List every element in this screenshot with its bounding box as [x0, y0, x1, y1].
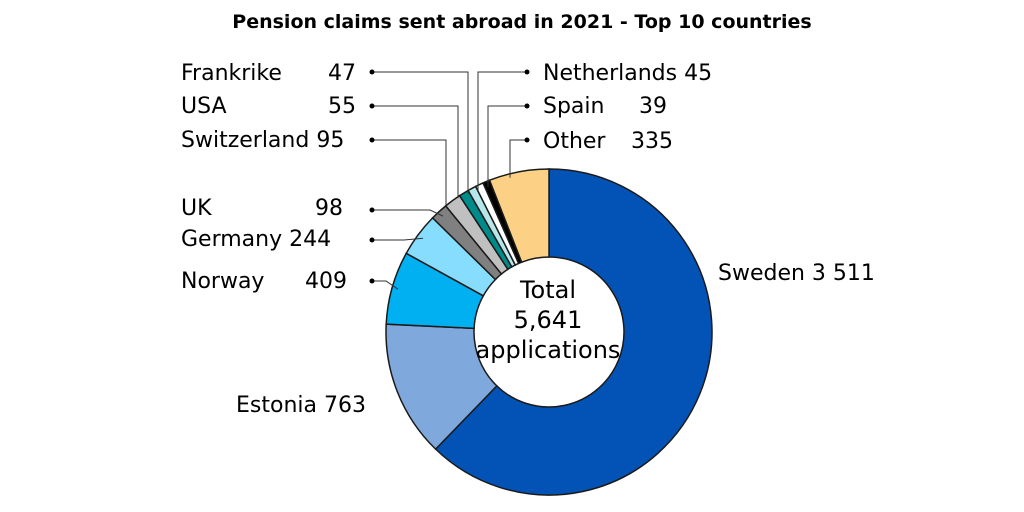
leader-dot-other — [524, 137, 530, 143]
leader-dot-switzerland — [369, 137, 375, 143]
label-usa-name: USA — [181, 94, 227, 119]
slice-other — [488, 168, 550, 264]
leader-dot-netherlands — [524, 69, 530, 75]
label-other-value: 335 — [631, 129, 673, 154]
leader-dot-germany — [369, 237, 375, 243]
leader-germany — [372, 237, 424, 241]
leader-usa — [372, 105, 459, 199]
center-label-line-1: Total — [519, 276, 576, 304]
leader-other — [509, 139, 527, 178]
label-norway-value: 409 — [305, 269, 347, 294]
label-frankrike-name: Frankrike — [181, 61, 282, 86]
pie-slices — [385, 168, 713, 496]
leader-frankrike — [372, 71, 469, 194]
center-label: Total 5,641 applications — [476, 276, 621, 364]
leader-dot-norway — [369, 278, 375, 284]
leader-dot-uk — [369, 207, 375, 213]
leader-switzerland — [372, 139, 447, 206]
slice-estonia — [385, 323, 498, 451]
label-spain-value: 39 — [639, 94, 667, 119]
label-frankrike-value: 47 — [328, 61, 356, 86]
leader-norway — [372, 280, 399, 290]
leader-netherlands — [477, 71, 527, 191]
leader-dot-spain — [524, 103, 530, 109]
leader-uk — [372, 209, 444, 217]
leader-spain — [487, 105, 527, 188]
leader-lines — [369, 69, 530, 290]
label-usa-value: 55 — [328, 94, 356, 119]
label-switzerland: Switzerland 95 — [181, 128, 344, 153]
center-label-line-3: applications — [476, 336, 621, 364]
label-germany: Germany 244 — [181, 227, 331, 252]
center-label-line-2: 5,641 — [514, 306, 583, 334]
label-spain-name: Spain — [543, 94, 604, 119]
leader-dot-usa — [369, 103, 375, 109]
label-uk-value: 98 — [315, 196, 343, 221]
label-uk-name: UK — [181, 196, 212, 221]
label-estonia: Estonia 763 — [236, 393, 366, 418]
label-norway-name: Norway — [181, 269, 264, 294]
label-sweden: Sweden 3 511 — [718, 261, 875, 286]
label-netherlands: Netherlands 45 — [543, 61, 712, 86]
chart-title: Pension claims sent abroad in 2021 - Top… — [232, 11, 811, 33]
leader-dot-frankrike — [369, 69, 375, 75]
slice-sweden — [434, 168, 713, 496]
label-other-name: Other — [543, 129, 606, 154]
